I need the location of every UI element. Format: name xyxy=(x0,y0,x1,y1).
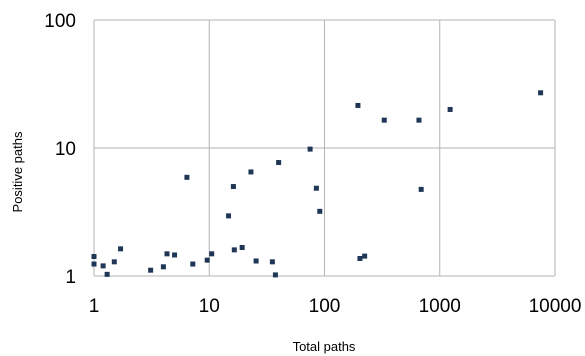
data-point xyxy=(272,272,278,278)
data-point xyxy=(184,174,190,180)
data-point xyxy=(307,146,313,152)
data-point xyxy=(269,259,275,265)
y-axis-ticks: 1 10 100 xyxy=(44,11,76,288)
y-tick-label: 1 xyxy=(65,267,76,288)
data-point xyxy=(253,258,259,264)
data-point xyxy=(231,247,237,253)
data-point xyxy=(355,102,361,108)
x-tick-label: 1 xyxy=(89,296,100,317)
data-point xyxy=(313,185,319,191)
data-point xyxy=(104,271,110,277)
data-point xyxy=(118,246,124,252)
data-point xyxy=(248,169,254,175)
data-point xyxy=(418,186,424,192)
data-point xyxy=(172,252,178,258)
data-point xyxy=(164,251,170,257)
x-tick-label: 10 xyxy=(199,296,220,317)
y-axis-title: Positive paths xyxy=(10,131,25,212)
y-tick-label: 10 xyxy=(55,139,76,160)
data-point xyxy=(447,106,453,112)
data-point xyxy=(381,117,387,123)
x-tick-label: 1000 xyxy=(419,296,461,317)
data-point xyxy=(538,90,544,96)
x-axis-ticks: 1 10 100 1000 10000 xyxy=(89,296,582,317)
data-point xyxy=(357,255,363,261)
y-tick-label: 100 xyxy=(44,11,76,32)
data-point xyxy=(91,261,97,267)
data-point xyxy=(209,251,215,257)
data-point xyxy=(226,213,232,219)
x-tick-label: 10000 xyxy=(529,296,582,317)
data-point xyxy=(317,208,323,214)
data-point xyxy=(190,261,196,267)
data-points xyxy=(91,90,544,278)
x-tick-label: 100 xyxy=(309,296,341,317)
data-point xyxy=(416,117,422,123)
data-point xyxy=(100,263,106,269)
data-point xyxy=(148,267,154,273)
data-point xyxy=(91,254,97,260)
x-axis-title: Total paths xyxy=(293,339,356,354)
data-point xyxy=(362,253,368,259)
data-point xyxy=(230,184,236,190)
data-point xyxy=(111,259,117,265)
data-point xyxy=(160,264,166,270)
data-point xyxy=(239,244,245,250)
grid xyxy=(93,19,556,277)
data-point xyxy=(204,257,210,263)
data-point xyxy=(276,160,282,166)
